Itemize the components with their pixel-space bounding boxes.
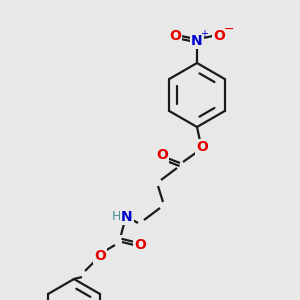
Text: O: O bbox=[156, 148, 168, 162]
Text: O: O bbox=[196, 140, 208, 154]
Text: N: N bbox=[191, 34, 203, 48]
Text: H: H bbox=[111, 211, 121, 224]
Text: O: O bbox=[94, 249, 106, 263]
Text: O: O bbox=[169, 29, 181, 43]
Text: O: O bbox=[213, 29, 225, 43]
Text: −: − bbox=[224, 22, 234, 35]
Text: N: N bbox=[121, 210, 133, 224]
Text: +: + bbox=[200, 29, 208, 39]
Text: O: O bbox=[134, 238, 146, 252]
